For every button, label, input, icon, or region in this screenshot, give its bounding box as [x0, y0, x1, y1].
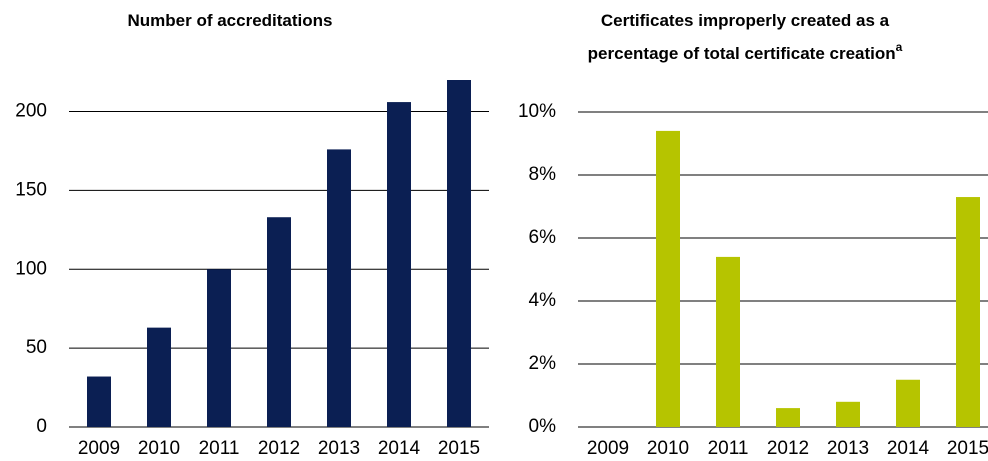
y-tick-label: 10%	[518, 101, 556, 122]
x-tick-label: 2013	[827, 438, 869, 459]
x-tick-label: 2015	[947, 438, 988, 459]
x-tick-label: 2015	[438, 438, 480, 459]
y-tick-label: 6%	[529, 227, 557, 248]
title-text: Certificates improperly created as a	[601, 11, 890, 30]
y-tick-label: 8%	[529, 164, 557, 185]
bar	[447, 80, 471, 427]
x-tick-label: 2012	[767, 438, 809, 459]
y-tick-label: 150	[15, 179, 47, 200]
x-tick-label: 2009	[78, 438, 120, 459]
y-tick-label: 50	[26, 337, 47, 358]
bar	[896, 379, 920, 427]
bar	[836, 401, 860, 427]
bar	[387, 102, 411, 427]
y-tick-label: 2%	[529, 353, 557, 374]
y-tick-label: 0%	[529, 416, 557, 437]
bar	[956, 197, 980, 427]
bar	[87, 376, 111, 427]
title-text: Number of accreditations	[128, 11, 333, 30]
x-tick-label: 2010	[138, 438, 180, 459]
y-tick-label: 200	[15, 101, 47, 122]
chart-title: Certificates improperly created as a	[601, 11, 890, 30]
x-tick-label: 2014	[887, 438, 930, 459]
x-tick-label: 2011	[708, 438, 749, 459]
title-superscript: a	[896, 40, 903, 54]
bar	[656, 130, 680, 427]
y-tick-label: 4%	[529, 290, 557, 311]
y-tick-label: 100	[15, 258, 47, 279]
x-tick-label: 2013	[318, 438, 360, 459]
chart-title: percentage of total certificate creation…	[588, 40, 903, 63]
bar	[207, 269, 231, 427]
bar	[776, 408, 800, 427]
chart-title: Number of accreditations	[128, 11, 333, 30]
x-tick-label: 2009	[587, 438, 629, 459]
bar	[147, 327, 171, 427]
x-tick-label: 2012	[258, 438, 300, 459]
x-tick-label: 2011	[199, 438, 240, 459]
bar	[267, 217, 291, 427]
x-tick-label: 2014	[378, 438, 421, 459]
bar	[327, 149, 351, 427]
bar	[716, 256, 740, 427]
x-tick-label: 2010	[647, 438, 689, 459]
y-tick-label: 0	[36, 416, 47, 437]
title-text: percentage of total certificate creation	[588, 44, 896, 63]
